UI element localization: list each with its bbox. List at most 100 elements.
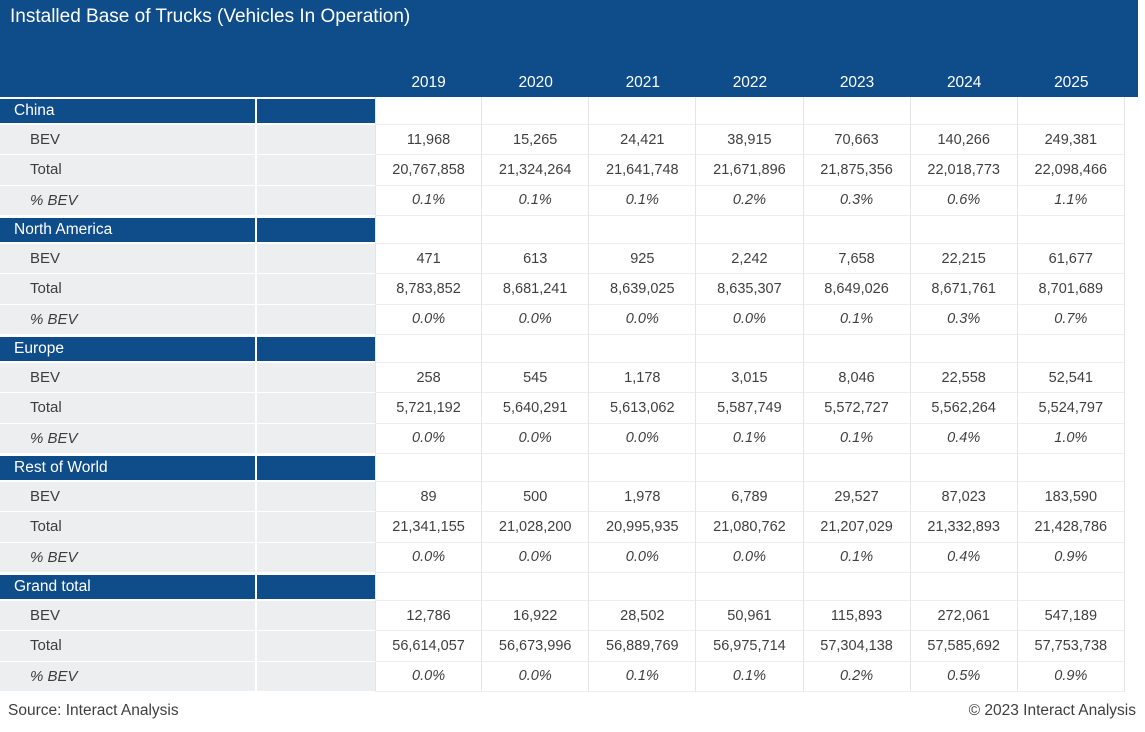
table-cell: 16,922 bbox=[482, 600, 590, 632]
row-label: % BEV bbox=[0, 423, 257, 454]
section-header-cell bbox=[910, 215, 1018, 244]
row-label-spacer bbox=[257, 481, 375, 513]
table-cell: 56,673,996 bbox=[482, 631, 590, 662]
year-column-header: 2020 bbox=[518, 74, 553, 91]
table-cell: 22,098,466 bbox=[1017, 155, 1125, 186]
table-cell: 0.0% bbox=[482, 542, 590, 573]
table-cell: 140,266 bbox=[910, 125, 1018, 156]
table-cell: 5,562,264 bbox=[910, 393, 1018, 424]
table-cell: 0.0% bbox=[482, 423, 590, 454]
section-header-cell bbox=[1017, 97, 1125, 125]
table-cell: 115,893 bbox=[803, 600, 911, 632]
table-cell: 21,671,896 bbox=[696, 155, 804, 186]
row-label: BEV bbox=[0, 362, 257, 394]
section-header-cell bbox=[482, 453, 590, 482]
section-header-cell bbox=[803, 572, 911, 601]
table-cell: 5,572,727 bbox=[803, 393, 911, 424]
row-label: % BEV bbox=[0, 185, 257, 216]
table-cell: 3,015 bbox=[696, 362, 804, 394]
table-cell: 0.0% bbox=[589, 423, 697, 454]
table-cell: 52,541 bbox=[1017, 362, 1125, 394]
table-cell: 21,080,762 bbox=[696, 512, 804, 543]
row-label: % BEV bbox=[0, 304, 257, 335]
year-column-headers: 2019 2020 2021 2022 2023 2024 2025 bbox=[375, 74, 1125, 92]
table-cell: 0.2% bbox=[803, 661, 911, 692]
table-cell: 5,721,192 bbox=[375, 393, 483, 424]
table-cell: 21,641,748 bbox=[589, 155, 697, 186]
table-cell: 547,189 bbox=[1017, 600, 1125, 632]
table-cell: 925 bbox=[589, 243, 697, 275]
section-header-cell bbox=[910, 334, 1018, 363]
table-cell: 0.2% bbox=[696, 185, 804, 216]
table-cell: 22,018,773 bbox=[910, 155, 1018, 186]
table-cell: 0.1% bbox=[589, 185, 697, 216]
table-cell: 29,527 bbox=[803, 481, 911, 513]
table-cell: 57,304,138 bbox=[803, 631, 911, 662]
row-label-spacer bbox=[257, 185, 375, 216]
section-header-cell bbox=[589, 572, 697, 601]
section-header-cell bbox=[589, 334, 697, 363]
table-cell: 21,028,200 bbox=[482, 512, 590, 543]
section-header-cell bbox=[482, 334, 590, 363]
table-cell: 0.0% bbox=[589, 542, 697, 573]
table-cell: 21,207,029 bbox=[803, 512, 911, 543]
table-cell: 0.4% bbox=[910, 542, 1018, 573]
table-cell: 0.1% bbox=[375, 185, 483, 216]
section-header-cell bbox=[1017, 453, 1125, 482]
section-header-cell bbox=[375, 215, 483, 244]
table-cell: 56,889,769 bbox=[589, 631, 697, 662]
source-note: Source: Interact Analysis bbox=[8, 702, 179, 719]
table-cell: 613 bbox=[482, 243, 590, 275]
table-cell: 1.1% bbox=[1017, 185, 1125, 216]
section-header: Europe bbox=[0, 334, 257, 363]
row-label-spacer bbox=[257, 125, 375, 156]
table-cell: 50,961 bbox=[696, 600, 804, 632]
table-cell: 0.1% bbox=[482, 185, 590, 216]
table-cell: 249,381 bbox=[1017, 125, 1125, 156]
section-header-cell bbox=[375, 97, 483, 125]
copyright-note: © 2023 Interact Analysis bbox=[968, 702, 1136, 719]
table-cell: 20,767,858 bbox=[375, 155, 483, 186]
section-header-cell bbox=[589, 97, 697, 125]
row-label-spacer bbox=[257, 600, 375, 632]
table-cell: 20,995,935 bbox=[589, 512, 697, 543]
row-label-spacer bbox=[257, 423, 375, 454]
table-cell: 56,975,714 bbox=[696, 631, 804, 662]
table-cell: 1.0% bbox=[1017, 423, 1125, 454]
section-header-cell bbox=[803, 453, 911, 482]
row-label: BEV bbox=[0, 125, 257, 156]
section-header-cell bbox=[482, 572, 590, 601]
table-cell: 1,178 bbox=[589, 362, 697, 394]
row-label-spacer bbox=[257, 512, 375, 543]
row-label: Total bbox=[0, 274, 257, 305]
table-cell: 0.1% bbox=[589, 661, 697, 692]
section-header-cell bbox=[803, 97, 911, 125]
table-cell: 0.0% bbox=[696, 304, 804, 335]
table-cell: 0.1% bbox=[696, 661, 804, 692]
table-cell: 22,215 bbox=[910, 243, 1018, 275]
table-cell: 2,242 bbox=[696, 243, 804, 275]
row-label-spacer bbox=[257, 542, 375, 573]
section-header-cell bbox=[482, 97, 590, 125]
table-cell: 8,046 bbox=[803, 362, 911, 394]
section-header-cell bbox=[1017, 334, 1125, 363]
table-cell: 0.3% bbox=[910, 304, 1018, 335]
section-header-cell bbox=[910, 453, 1018, 482]
table-cell: 57,585,692 bbox=[910, 631, 1018, 662]
table-cell: 0.1% bbox=[803, 304, 911, 335]
section-header-cell bbox=[696, 215, 804, 244]
row-label: Total bbox=[0, 631, 257, 662]
table-cell: 0.3% bbox=[803, 185, 911, 216]
year-column-header: 2021 bbox=[625, 74, 661, 91]
section-header-spacer bbox=[257, 572, 375, 601]
table-cell: 0.1% bbox=[696, 423, 804, 454]
table-cell: 0.0% bbox=[375, 661, 483, 692]
row-label: Total bbox=[0, 512, 257, 543]
table-cell: 0.9% bbox=[1017, 661, 1125, 692]
table-cell: 11,968 bbox=[375, 125, 483, 156]
table-cell: 21,428,786 bbox=[1017, 512, 1125, 543]
row-label-spacer bbox=[257, 304, 375, 335]
table-cell: 21,875,356 bbox=[803, 155, 911, 186]
row-label: BEV bbox=[0, 243, 257, 275]
section-header-cell bbox=[910, 572, 1018, 601]
